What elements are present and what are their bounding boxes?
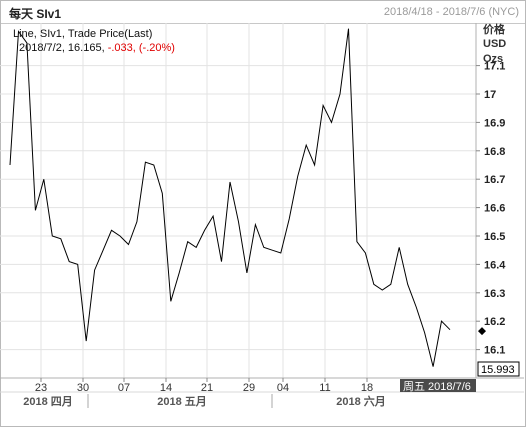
- x-tick-label: 18: [361, 382, 373, 394]
- month-label: 2018 六月: [336, 394, 386, 408]
- x-tick-label: 23: [35, 382, 47, 394]
- month-label: 2018 五月: [157, 395, 207, 408]
- x-tick-label: 30: [77, 382, 89, 394]
- legend-series-name: Line, SIv1, Trade Price(Last): [13, 28, 152, 40]
- x-tick-label: 14: [160, 382, 172, 394]
- chart-title: 每天 SIv1: [9, 7, 62, 21]
- x-tick-label: 29: [243, 382, 255, 394]
- y-tick-label: 16.2: [484, 316, 505, 328]
- y-tick-label: 16.8: [484, 146, 505, 158]
- title-bar: 每天 SIv1 2018/4/18 - 2018/7/6 (NYC): [1, 1, 525, 24]
- unit-label-ozs: Ozs: [483, 53, 503, 65]
- crosshair-date-text: 周五 2018/7/6: [403, 380, 471, 393]
- y-tick-label: 16.1: [484, 345, 505, 357]
- y-tick-label: 16.9: [484, 117, 505, 129]
- y-tick-label: 17.1: [484, 61, 505, 73]
- last-value-marker: [478, 327, 486, 336]
- last-price-text: 15.993: [481, 364, 515, 376]
- last-price-badge: 15.993: [477, 361, 520, 377]
- legend-values: 2018/7/2, 16.165, -.033, (-.20%): [19, 42, 175, 54]
- x-tick-label: 11: [319, 382, 330, 394]
- unit-label-price: 价格: [483, 22, 506, 36]
- legend-values-main: 2018/7/2, 16.165,: [19, 42, 108, 54]
- x-tick-label: 21: [201, 382, 213, 394]
- x-axis-groups: 2018 四月 2018 五月 2018 六月: [23, 394, 386, 408]
- y-tick-label: 16.3: [484, 288, 505, 300]
- legend-change: -.033, (-.20%): [108, 42, 175, 54]
- y-tick-label: 16.6: [484, 203, 505, 215]
- price-line: [9, 28, 451, 367]
- y-tick-label: 16.4: [484, 259, 506, 271]
- unit-label-currency: USD: [483, 38, 506, 50]
- grid-lines: [0, 23, 476, 378]
- x-tick-label: 07: [118, 382, 130, 394]
- y-tick-label: 17: [484, 89, 496, 101]
- y-tick-label: 16.5: [484, 231, 505, 243]
- crosshair-date-badge: 周五 2018/7/6: [400, 379, 476, 393]
- y-tick-label: 16.7: [484, 174, 505, 186]
- x-tick-label: 04: [277, 382, 289, 394]
- date-range: 2018/4/18 - 2018/7/6 (NYC): [383, 6, 519, 18]
- y-axis: 16.1 16.2 16.3 16.4 16.5 16.6 16.7 16.8 16.9 17 17…: [476, 61, 506, 357]
- x-axis: 23 30 07 14 21 29 04 11 18: [35, 378, 373, 394]
- month-label: 2018 四月: [23, 395, 73, 408]
